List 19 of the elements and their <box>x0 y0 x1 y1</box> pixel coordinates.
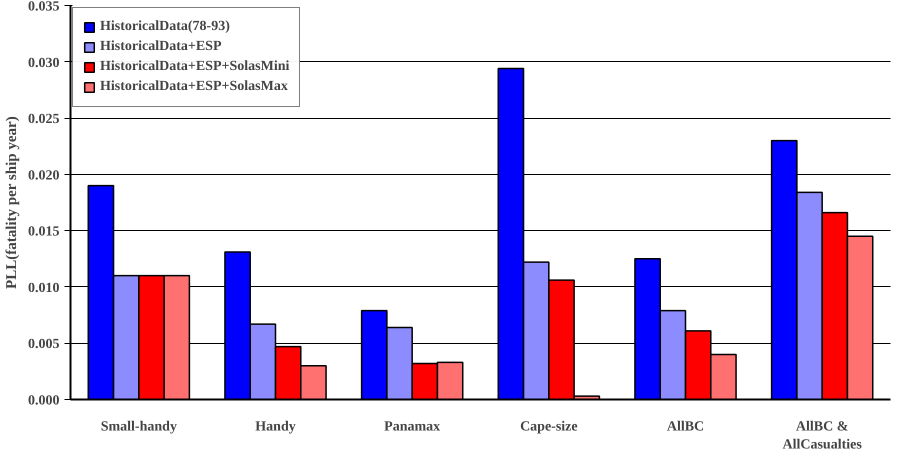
x-tick-label: Handy <box>255 420 296 434</box>
y-tick-label: 0.005 <box>28 337 60 352</box>
x-tick-label: Small-handy <box>100 420 177 434</box>
y-tick-label: 0.010 <box>28 280 60 296</box>
x-tick-label: AllBC <box>666 420 704 434</box>
x-tick-label: Cape-size <box>520 420 578 434</box>
x-tick-label: Panamax <box>384 420 440 434</box>
y-tick-label: 0.030 <box>28 56 60 71</box>
y-tick-label: 0.035 <box>28 0 60 14</box>
y-tick-label: 0.025 <box>28 112 60 128</box>
legend-label: HistoricalData+ESP+SolasMax <box>100 78 288 96</box>
y-tick-label: 0.020 <box>28 168 60 184</box>
legend-label: HistoricalData+ESP <box>100 38 222 56</box>
legend-label: HistoricalData(78-93) <box>100 18 230 36</box>
y-axis-title: PLL(fatality per ship year) <box>4 116 20 289</box>
x-tick-label: AllBC & AllCasualties <box>782 420 862 452</box>
legend-label: HistoricalData+ESP+SolasMini <box>100 58 290 76</box>
y-tick-label: 0.015 <box>28 224 60 240</box>
y-tick-label: 0.000 <box>28 394 60 408</box>
